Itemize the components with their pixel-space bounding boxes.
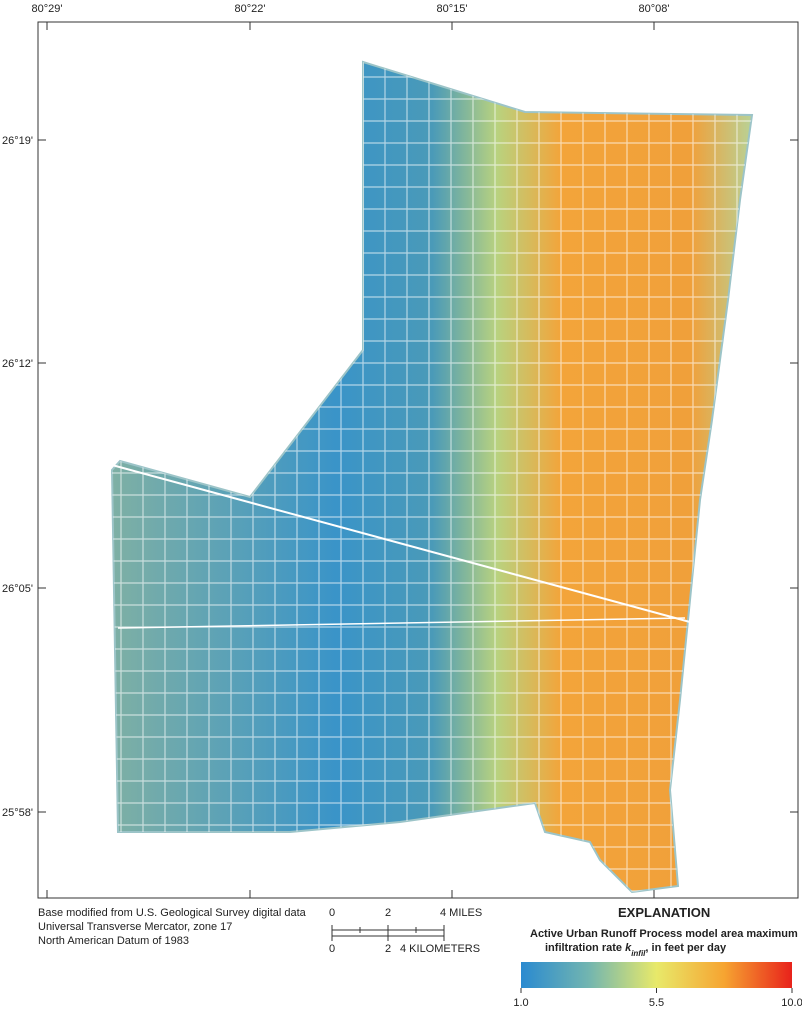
latitude-label: 26°12' — [2, 358, 33, 370]
legend-title: Active Urban Runoff Process model area m… — [530, 928, 798, 940]
scale-label: 0 — [329, 943, 335, 955]
longitude-label: 80°15' — [437, 3, 468, 15]
scale-bar-ticks — [331, 925, 445, 941]
longitude-label: 80°08' — [639, 3, 670, 15]
scale-label: 0 — [329, 907, 335, 919]
credit-line: Universal Transverse Mercator, zone 17 — [38, 921, 232, 933]
map-frame — [37, 21, 799, 899]
legend-title: infiltration rate kinfil, in feet per da… — [545, 942, 727, 958]
latitude-label: 25°58' — [2, 807, 33, 819]
colorbar — [521, 962, 792, 988]
colorbar-tick-label: 5.5 — [649, 997, 664, 1009]
legend-heading: EXPLANATION — [618, 905, 710, 920]
county-outline — [110, 60, 754, 894]
longitude-label: 80°29' — [32, 3, 63, 15]
latitude-label: 26°05' — [2, 583, 33, 595]
legend-title-part: infil — [631, 949, 646, 958]
scale-label: 2 — [385, 943, 391, 955]
credit-line: North American Datum of 1983 — [38, 935, 189, 947]
legend-title-part: k — [625, 942, 632, 954]
scale-label: 4 MILES — [440, 907, 482, 919]
legend-title-part: infiltration rate — [545, 942, 625, 954]
colorbar-tick-label: 1.0 — [513, 997, 528, 1009]
longitude-label: 80°22' — [235, 3, 266, 15]
scale-label: 4 KILOMETERS — [400, 943, 480, 955]
scale-label: 2 — [385, 907, 391, 919]
road — [111, 464, 691, 623]
legend-title-part: , in feet per day — [645, 942, 727, 954]
latitude-label: 26°19' — [2, 135, 33, 147]
colorbar-tick-label: 10.0 — [781, 997, 802, 1009]
road — [117, 617, 686, 629]
credit-line: Base modified from U.S. Geological Surve… — [38, 907, 307, 919]
road-network — [112, 62, 752, 892]
